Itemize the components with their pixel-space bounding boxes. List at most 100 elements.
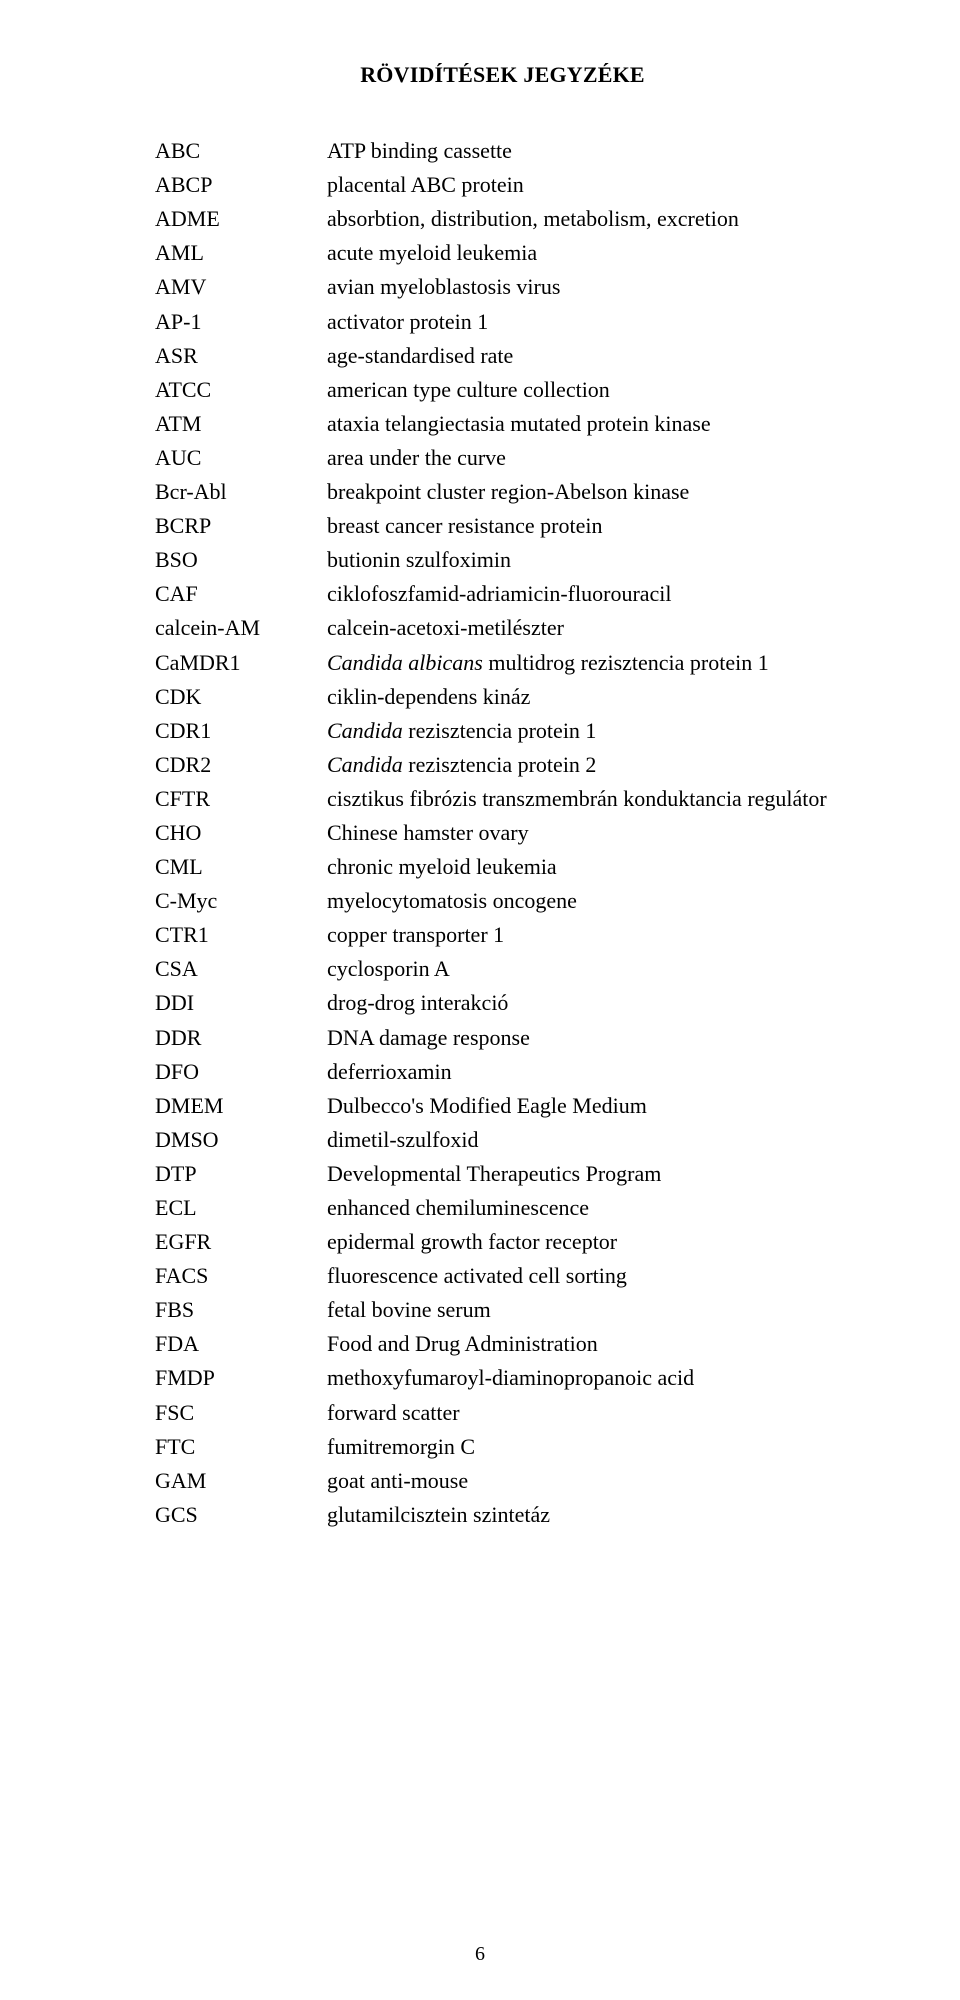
- abbrev-term: CHO: [155, 816, 327, 850]
- abbrev-row: CFTRcisztikus fibrózis transzmembrán kon…: [155, 782, 850, 816]
- abbrev-term: DDR: [155, 1021, 327, 1055]
- abbrev-row: CTR1copper transporter 1: [155, 918, 850, 952]
- abbrev-row: GAMgoat anti-mouse: [155, 1464, 850, 1498]
- abbrev-term: ATM: [155, 407, 327, 441]
- abbrev-definition: breast cancer resistance protein: [327, 509, 850, 543]
- abbrev-term: ASR: [155, 339, 327, 373]
- abbrev-term: CDR1: [155, 714, 327, 748]
- abbrev-term: CSA: [155, 952, 327, 986]
- abbrev-definition: goat anti-mouse: [327, 1464, 850, 1498]
- abbrev-term: DDI: [155, 986, 327, 1020]
- abbrev-term: ADME: [155, 202, 327, 236]
- abbrev-definition: epidermal growth factor receptor: [327, 1225, 850, 1259]
- abbrev-row: AMLacute myeloid leukemia: [155, 236, 850, 270]
- abbrev-term: FSC: [155, 1396, 327, 1430]
- abbrev-definition: ciklofoszfamid-adriamicin-fluorouracil: [327, 577, 850, 611]
- abbrev-row: DFO deferrioxamin: [155, 1055, 850, 1089]
- italic-text: Candida albicans: [327, 650, 483, 675]
- abbrev-row: ADMEabsorbtion, distribution, metabolism…: [155, 202, 850, 236]
- abbrev-term: CDR2: [155, 748, 327, 782]
- abbrev-term: CDK: [155, 680, 327, 714]
- abbrev-definition: enhanced chemiluminescence: [327, 1191, 850, 1225]
- abbrev-definition: fumitremorgin C: [327, 1430, 850, 1464]
- abbrev-definition: age-standardised rate: [327, 339, 850, 373]
- abbrev-row: CDKciklin-dependens kináz: [155, 680, 850, 714]
- abbrev-definition: cisztikus fibrózis transzmembrán kondukt…: [327, 782, 850, 816]
- abbrev-term: CML: [155, 850, 327, 884]
- abbrev-term: ABCP: [155, 168, 327, 202]
- abbrev-row: FACSfluorescence activated cell sorting: [155, 1259, 850, 1293]
- abbrev-row: FTCfumitremorgin C: [155, 1430, 850, 1464]
- abbrev-row: DDRDNA damage response: [155, 1021, 850, 1055]
- abbrev-definition: forward scatter: [327, 1396, 850, 1430]
- page-title: RÖVIDÍTÉSEK JEGYZÉKE: [155, 58, 850, 92]
- abbrev-term: CFTR: [155, 782, 327, 816]
- abbrev-row: BSObutionin szulfoximin: [155, 543, 850, 577]
- abbrev-term: calcein-AM: [155, 611, 327, 645]
- abbrev-term: CaMDR1: [155, 646, 327, 680]
- abbrev-definition: myelocytomatosis oncogene: [327, 884, 850, 918]
- definition-suffix: rezisztencia protein 2: [403, 752, 597, 777]
- abbrev-row: ABCATP binding cassette: [155, 134, 850, 168]
- abbrev-row: FBSfetal bovine serum: [155, 1293, 850, 1327]
- abbrev-row: DTPDevelopmental Therapeutics Program: [155, 1157, 850, 1191]
- abbrev-row: ECLenhanced chemiluminescence: [155, 1191, 850, 1225]
- abbrev-term: FMDP: [155, 1361, 327, 1395]
- abbrev-term: GCS: [155, 1498, 327, 1532]
- abbrev-definition: area under the curve: [327, 441, 850, 475]
- abbrev-row: CDR2Candida rezisztencia protein 2: [155, 748, 850, 782]
- abbrev-definition: ciklin-dependens kináz: [327, 680, 850, 714]
- abbrev-row: BCRPbreast cancer resistance protein: [155, 509, 850, 543]
- abbrev-definition: glutamilcisztein szintetáz: [327, 1498, 850, 1532]
- abbrev-definition: acute myeloid leukemia: [327, 236, 850, 270]
- abbrev-row: calcein-AMcalcein-acetoxi-metilészter: [155, 611, 850, 645]
- abbrev-definition: Candida rezisztencia protein 2: [327, 748, 850, 782]
- abbrev-definition: Food and Drug Administration: [327, 1327, 850, 1361]
- abbrev-row: DMSOdimetil-szulfoxid: [155, 1123, 850, 1157]
- abbrev-definition: calcein-acetoxi-metilészter: [327, 611, 850, 645]
- abbrev-row: ATCCamerican type culture collection: [155, 373, 850, 407]
- abbrev-row: FSCforward scatter: [155, 1396, 850, 1430]
- abbrev-term: DTP: [155, 1157, 327, 1191]
- abbrev-row: FMDPmethoxyfumaroyl-diaminopropanoic aci…: [155, 1361, 850, 1395]
- abbrev-term: DMEM: [155, 1089, 327, 1123]
- abbrev-term: EGFR: [155, 1225, 327, 1259]
- abbrev-term: BSO: [155, 543, 327, 577]
- abbrev-term: DMSO: [155, 1123, 327, 1157]
- abbrev-definition: avian myeloblastosis virus: [327, 270, 850, 304]
- abbrev-term: ATCC: [155, 373, 327, 407]
- abbrev-row: AP-1activator protein 1: [155, 305, 850, 339]
- abbrev-term: ECL: [155, 1191, 327, 1225]
- abbrev-row: AMVavian myeloblastosis virus: [155, 270, 850, 304]
- abbrev-row: ATMataxia telangiectasia mutated protein…: [155, 407, 850, 441]
- abbrev-definition: Candida albicans multidrog rezisztencia …: [327, 646, 850, 680]
- abbrev-row: CaMDR1Candida albicans multidrog reziszt…: [155, 646, 850, 680]
- abbrev-row: ABCPplacental ABC protein: [155, 168, 850, 202]
- abbrev-row: CSAcyclosporin A: [155, 952, 850, 986]
- abbrev-row: EGFRepidermal growth factor receptor: [155, 1225, 850, 1259]
- abbrev-definition: ATP binding cassette: [327, 134, 850, 168]
- abbrev-row: CHOChinese hamster ovary: [155, 816, 850, 850]
- abbrev-term: AMV: [155, 270, 327, 304]
- abbrev-definition: ataxia telangiectasia mutated protein ki…: [327, 407, 850, 441]
- abbrev-term: FTC: [155, 1430, 327, 1464]
- abbrev-definition: Candida rezisztencia protein 1: [327, 714, 850, 748]
- abbrev-definition: methoxyfumaroyl-diaminopropanoic acid: [327, 1361, 850, 1395]
- abbrev-definition: deferrioxamin: [327, 1055, 850, 1089]
- abbrev-row: C-Mycmyelocytomatosis oncogene: [155, 884, 850, 918]
- abbrev-definition: placental ABC protein: [327, 168, 850, 202]
- abbrev-definition: american type culture collection: [327, 373, 850, 407]
- abbreviation-list: ABCATP binding cassetteABCPplacental ABC…: [155, 134, 850, 1532]
- abbrev-definition: absorbtion, distribution, metabolism, ex…: [327, 202, 850, 236]
- abbrev-term: FACS: [155, 1259, 327, 1293]
- abbrev-term: AML: [155, 236, 327, 270]
- abbrev-term: FDA: [155, 1327, 327, 1361]
- abbrev-definition: Chinese hamster ovary: [327, 816, 850, 850]
- abbrev-definition: Developmental Therapeutics Program: [327, 1157, 850, 1191]
- abbrev-definition: breakpoint cluster region-Abelson kinase: [327, 475, 850, 509]
- abbrev-term: Bcr-Abl: [155, 475, 327, 509]
- abbrev-row: DDIdrog-drog interakció: [155, 986, 850, 1020]
- abbrev-term: FBS: [155, 1293, 327, 1327]
- abbrev-definition: fluorescence activated cell sorting: [327, 1259, 850, 1293]
- abbrev-term: CAF: [155, 577, 327, 611]
